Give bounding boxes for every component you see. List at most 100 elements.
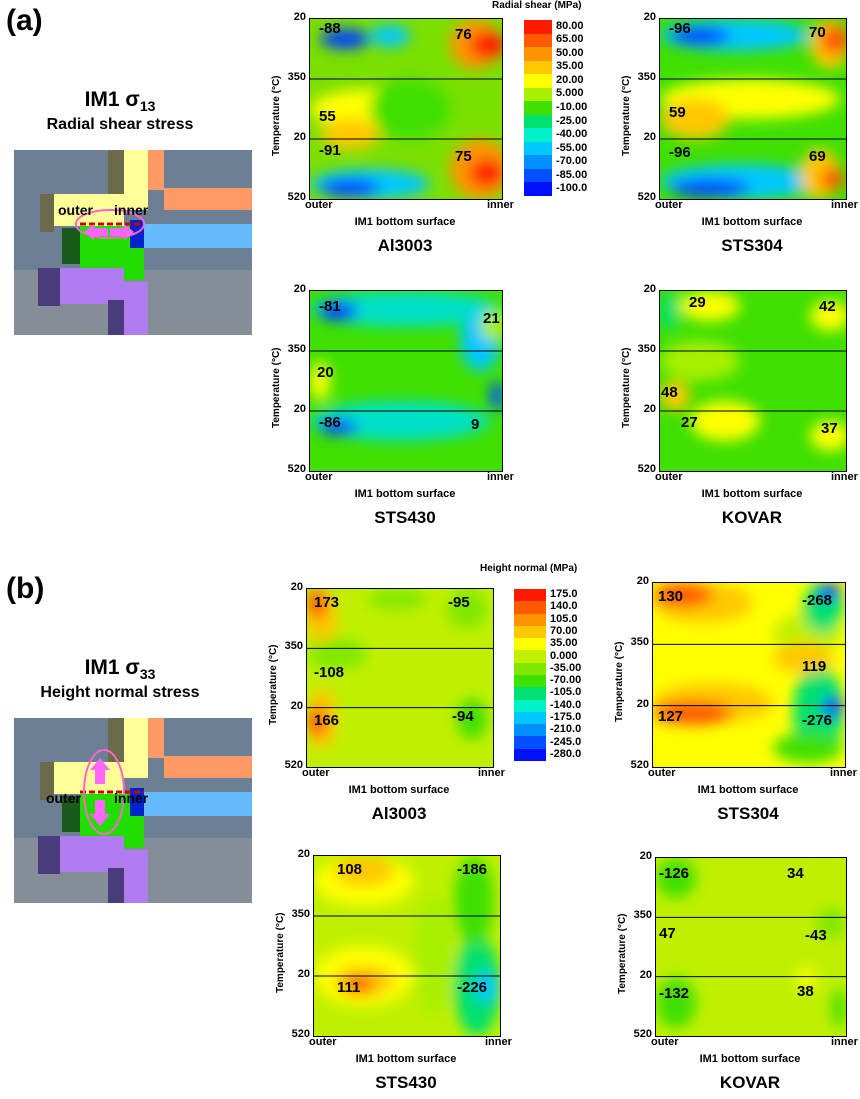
y-tick-label: 350 bbox=[284, 640, 303, 653]
heatmap-a-kovar bbox=[659, 290, 847, 472]
diagram-inner-label-b: inner bbox=[114, 790, 149, 806]
colorbar-value: 70.00 bbox=[550, 625, 578, 637]
x-inner-label: inner bbox=[831, 199, 858, 211]
heatmap-value-label: 38 bbox=[797, 983, 814, 1000]
heatmap-value-label: 37 bbox=[821, 420, 838, 437]
colorbar-swatch bbox=[524, 60, 552, 75]
material-name: Al3003 bbox=[371, 804, 427, 823]
colorbar-swatch bbox=[524, 155, 552, 169]
heatmap-value-label: -132 bbox=[659, 985, 690, 1002]
colorbar-swatch bbox=[514, 699, 546, 712]
colorbar-value: -70.00 bbox=[550, 674, 582, 687]
y-axis-label: Temperature (°C) bbox=[275, 912, 286, 994]
y-tick-label: 20 bbox=[297, 848, 310, 860]
material-name: STS304 bbox=[721, 236, 783, 255]
colorbar-swatch bbox=[524, 114, 552, 129]
heatmap-a-sts304 bbox=[659, 18, 847, 200]
y-tick-label: 520 bbox=[284, 759, 303, 771]
colorbar-swatch bbox=[514, 711, 546, 725]
heatmap-value-label: -96 bbox=[669, 20, 691, 37]
colorbar-value: 35.00 bbox=[556, 60, 584, 73]
colorbar-swatch bbox=[514, 650, 546, 663]
y-tick-label: 20 bbox=[643, 283, 656, 295]
colorbar-swatch bbox=[524, 87, 552, 102]
x-outer-label: outer bbox=[309, 1036, 337, 1048]
colorbar-title-a: Radial shear (MPa) bbox=[492, 0, 582, 11]
colorbar-swatch bbox=[514, 613, 546, 626]
diagram-subtitle-a: Radial shear stress bbox=[46, 116, 194, 133]
colorbar-swatch bbox=[514, 748, 546, 761]
y-tick-label: 20 bbox=[297, 968, 310, 980]
y-tick-label: 20 bbox=[643, 131, 656, 143]
colorbar-value: -105.0 bbox=[550, 686, 582, 699]
colorbar-value: 35.00 bbox=[550, 637, 578, 650]
heatmap-value-label: 119 bbox=[802, 658, 827, 675]
x-inner-label: inner bbox=[487, 199, 514, 211]
y-tick-label: 350 bbox=[633, 909, 652, 922]
heatmap-value-label: 21 bbox=[483, 310, 500, 327]
heatmap-value-label: 75 bbox=[455, 148, 472, 165]
x-axis-label: IM1 bottom surface bbox=[355, 1053, 457, 1065]
heatmap-value-label: 42 bbox=[819, 298, 836, 315]
material-name: STS430 bbox=[375, 1073, 437, 1092]
y-tick-label: 20 bbox=[290, 699, 303, 712]
diagram-outer-label-b: outer bbox=[46, 790, 81, 806]
colorbar-value: -70.00 bbox=[556, 155, 588, 168]
y-tick-label: 520 bbox=[287, 463, 306, 475]
y-tick-label: 20 bbox=[639, 850, 652, 862]
x-inner-label: inner bbox=[831, 1036, 858, 1048]
material-name: Al3003 bbox=[377, 236, 433, 255]
heatmap-value-label: -94 bbox=[452, 708, 474, 725]
y-tick-label: 520 bbox=[633, 1028, 652, 1040]
y-tick-label: 520 bbox=[630, 759, 649, 771]
heatmap-value-label: 27 bbox=[681, 414, 698, 431]
colorbar-value: -25.00 bbox=[556, 114, 588, 127]
diagram-title-b: IM1 σ33 bbox=[84, 656, 156, 683]
colorbar-value: 65.00 bbox=[556, 33, 584, 46]
heatmap-value-label: -226 bbox=[457, 979, 488, 996]
heatmap-value-label: -276 bbox=[802, 712, 833, 729]
heatmap-b-sts304 bbox=[652, 582, 846, 768]
heatmap-value-label: 111 bbox=[337, 979, 361, 996]
colorbar-swatch bbox=[514, 625, 546, 639]
y-tick-label: 350 bbox=[287, 71, 306, 83]
cross-section-diagram-b: outer inner bbox=[14, 718, 252, 903]
heatmap-value-label: 127 bbox=[658, 708, 684, 725]
heatmap-value-label: 76 bbox=[455, 26, 472, 43]
y-tick-label: 20 bbox=[643, 403, 656, 415]
x-outer-label: outer bbox=[655, 471, 683, 483]
heatmap-b-sts430 bbox=[313, 855, 501, 1037]
heatmap-value-label: -86 bbox=[319, 414, 341, 431]
heatmap-value-label: 59 bbox=[669, 104, 686, 121]
colorbar-swatch bbox=[524, 47, 552, 61]
heatmap-value-label: 130 bbox=[658, 588, 684, 605]
colorbar-value: 105.0 bbox=[550, 612, 578, 625]
colorbar-value: -35.00 bbox=[550, 661, 582, 674]
colorbar-value: -280.0 bbox=[550, 747, 582, 760]
heatmap-value-label: -96 bbox=[669, 144, 691, 161]
cross-section-diagram-a: outer inner bbox=[14, 150, 252, 335]
heatmap-value-label: 173 bbox=[314, 594, 340, 611]
y-axis-label: Temperature (°C) bbox=[268, 644, 279, 726]
colorbar-value: -140.0 bbox=[550, 698, 582, 711]
heatmap-a-al3003 bbox=[309, 18, 503, 200]
heatmap-a-sts430 bbox=[309, 290, 503, 472]
x-axis-label: IM1 bottom surface bbox=[697, 784, 799, 796]
heatmap-value-label: 108 bbox=[337, 861, 363, 878]
y-tick-label: 350 bbox=[637, 343, 656, 355]
x-inner-label: inner bbox=[830, 767, 857, 779]
y-tick-label: 520 bbox=[291, 1028, 310, 1040]
colorbar-swatch bbox=[514, 736, 546, 749]
y-tick-label: 20 bbox=[293, 283, 306, 295]
y-axis-label: Temperature (°C) bbox=[614, 641, 625, 723]
heatmap-value-label: -91 bbox=[319, 142, 341, 159]
colorbar-swatch bbox=[514, 724, 546, 737]
x-inner-label: inner bbox=[487, 471, 514, 483]
colorbar-swatch bbox=[524, 101, 552, 115]
diagram-inner-label-a: inner bbox=[114, 202, 149, 218]
y-tick-label: 520 bbox=[637, 191, 656, 203]
heatmap-value-label: -88 bbox=[319, 20, 341, 37]
heatmap-value-label: -268 bbox=[802, 592, 833, 609]
colorbar-swatch bbox=[514, 589, 546, 602]
heatmap-value-label: -126 bbox=[659, 865, 690, 882]
